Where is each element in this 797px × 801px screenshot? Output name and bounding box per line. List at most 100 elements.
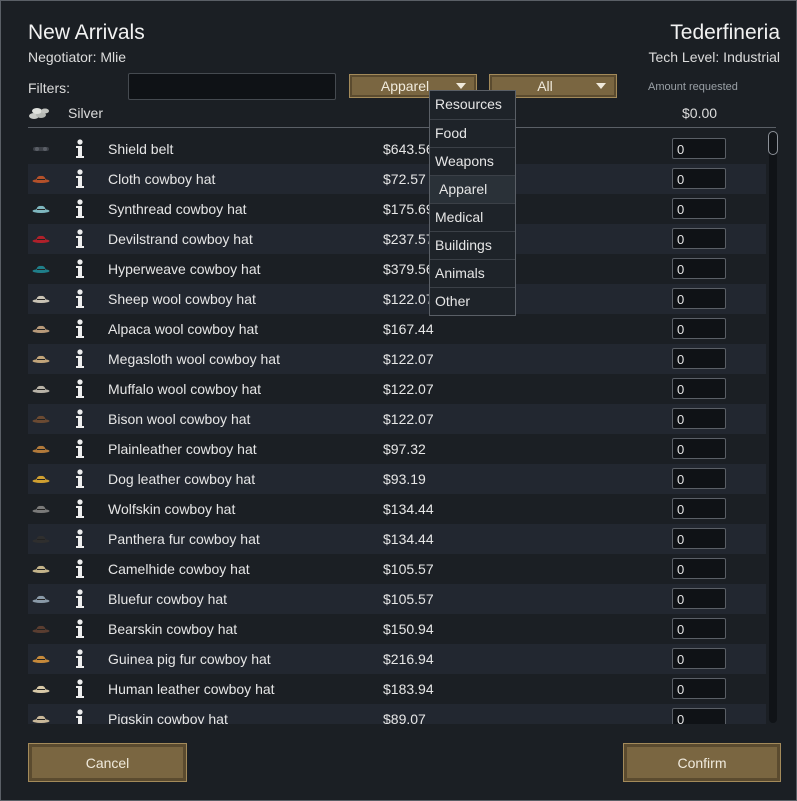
subcategory-dropdown[interactable]: All <box>489 74 617 98</box>
menu-item-animals[interactable]: Animals <box>430 259 515 287</box>
item-row[interactable]: Dog leather cowboy hat $93.19 0 <box>28 464 766 494</box>
category-menu: Resources Food Weapons Apparel Medical Buildi… <box>429 90 516 316</box>
quantity-input[interactable]: 0 <box>672 228 726 249</box>
chevron-down-icon <box>456 83 466 89</box>
quantity-input[interactable]: 0 <box>672 138 726 159</box>
info-icon[interactable] <box>73 139 87 159</box>
item-row[interactable]: Camelhide cowboy hat $105.57 0 <box>28 554 766 584</box>
item-name: Muffalo wool cowboy hat <box>108 381 262 397</box>
item-name: Human leather cowboy hat <box>108 681 275 697</box>
info-icon[interactable] <box>73 559 87 579</box>
item-row[interactable]: Pigskin cowboy hat $89.07 0 <box>28 704 766 724</box>
quantity-input[interactable]: 0 <box>672 468 726 489</box>
quantity-input[interactable]: 0 <box>672 528 726 549</box>
quantity-input[interactable]: 0 <box>672 258 726 279</box>
quantity-input[interactable]: 0 <box>672 708 726 724</box>
item-name: Camelhide cowboy hat <box>108 561 250 577</box>
scrollbar-track[interactable] <box>769 131 777 723</box>
item-row[interactable]: Sheep wool cowboy hat $122.07 0 <box>28 284 766 314</box>
item-price: $89.07 <box>383 711 426 724</box>
info-icon[interactable] <box>73 289 87 309</box>
info-icon[interactable] <box>73 529 87 549</box>
item-name: Plainleather cowboy hat <box>108 441 257 457</box>
info-icon[interactable] <box>73 259 87 279</box>
item-name: Panthera fur cowboy hat <box>108 531 260 547</box>
info-icon[interactable] <box>73 499 87 519</box>
confirm-button[interactable]: Confirm <box>623 743 781 782</box>
item-row[interactable]: Hyperweave cowboy hat $379.56 0 <box>28 254 766 284</box>
info-icon[interactable] <box>73 319 87 339</box>
quantity-input[interactable]: 0 <box>672 618 726 639</box>
item-row[interactable]: Shield belt $643.56 0 <box>28 134 766 164</box>
info-icon[interactable] <box>73 469 87 489</box>
item-row[interactable]: Wolfskin cowboy hat $134.44 0 <box>28 494 766 524</box>
category-dropdown[interactable]: Apparel <box>349 74 477 98</box>
menu-item-resources[interactable]: Resources <box>435 96 502 112</box>
quantity-input[interactable]: 0 <box>672 318 726 339</box>
menu-item-medical[interactable]: Medical <box>430 203 515 231</box>
item-price: $167.44 <box>383 321 434 337</box>
cowboy-hat-icon <box>32 565 50 573</box>
quantity-input[interactable]: 0 <box>672 378 726 399</box>
item-name: Devilstrand cowboy hat <box>108 231 253 247</box>
menu-item-other[interactable]: Other <box>430 287 515 315</box>
info-icon[interactable] <box>73 379 87 399</box>
quantity-input[interactable]: 0 <box>672 348 726 369</box>
quantity-input[interactable]: 0 <box>672 198 726 219</box>
info-icon[interactable] <box>73 439 87 459</box>
info-icon[interactable] <box>73 649 87 669</box>
filter-search-input[interactable] <box>128 73 336 100</box>
cowboy-hat-icon <box>32 445 50 453</box>
quantity-input[interactable]: 0 <box>672 498 726 519</box>
info-icon[interactable] <box>73 199 87 219</box>
quantity-input[interactable]: 0 <box>672 438 726 459</box>
scrollbar-thumb[interactable] <box>768 131 778 155</box>
cancel-button[interactable]: Cancel <box>28 743 187 782</box>
item-row[interactable]: Bison wool cowboy hat $122.07 0 <box>28 404 766 434</box>
item-name: Synthread cowboy hat <box>108 201 247 217</box>
quantity-input[interactable]: 0 <box>672 408 726 429</box>
quantity-input[interactable]: 0 <box>672 288 726 309</box>
item-row[interactable]: Devilstrand cowboy hat $237.57 0 <box>28 224 766 254</box>
item-row[interactable]: Guinea pig fur cowboy hat $216.94 0 <box>28 644 766 674</box>
quantity-input[interactable]: 0 <box>672 168 726 189</box>
info-icon[interactable] <box>73 709 87 724</box>
item-name: Bluefur cowboy hat <box>108 591 228 607</box>
info-icon[interactable] <box>73 589 87 609</box>
quantity-input[interactable]: 0 <box>672 678 726 699</box>
quantity-input[interactable]: 0 <box>672 648 726 669</box>
item-price: $150.94 <box>383 621 434 637</box>
item-row[interactable]: Megasloth wool cowboy hat $122.07 0 <box>28 344 766 374</box>
item-row[interactable]: Alpaca wool cowboy hat $167.44 0 <box>28 314 766 344</box>
item-row[interactable]: Synthread cowboy hat $175.69 0 <box>28 194 766 224</box>
cowboy-hat-icon <box>32 595 50 603</box>
item-price: $134.44 <box>383 501 434 517</box>
info-icon[interactable] <box>73 679 87 699</box>
menu-item-food[interactable]: Food <box>430 119 515 147</box>
cowboy-hat-icon <box>32 205 50 213</box>
menu-item-buildings[interactable]: Buildings <box>430 231 515 259</box>
info-icon[interactable] <box>73 349 87 369</box>
info-icon[interactable] <box>73 169 87 189</box>
item-row[interactable]: Cloth cowboy hat $72.57 0 <box>28 164 766 194</box>
info-icon[interactable] <box>73 229 87 249</box>
item-row[interactable]: Plainleather cowboy hat $97.32 0 <box>28 434 766 464</box>
item-row[interactable]: Muffalo wool cowboy hat $122.07 0 <box>28 374 766 404</box>
cowboy-hat-icon <box>32 295 50 303</box>
header-divider <box>28 127 776 128</box>
item-row[interactable]: Panthera fur cowboy hat $134.44 0 <box>28 524 766 554</box>
info-icon[interactable] <box>73 619 87 639</box>
item-name: Sheep wool cowboy hat <box>108 291 256 307</box>
quantity-input[interactable]: 0 <box>672 588 726 609</box>
menu-item-weapons[interactable]: Weapons <box>430 147 515 175</box>
item-row[interactable]: Bluefur cowboy hat $105.57 0 <box>28 584 766 614</box>
item-price: $237.57 <box>383 231 434 247</box>
cowboy-hat-icon <box>32 625 50 633</box>
menu-item-apparel[interactable]: Apparel <box>430 175 515 203</box>
info-icon[interactable] <box>73 409 87 429</box>
quantity-input[interactable]: 0 <box>672 558 726 579</box>
item-row[interactable]: Human leather cowboy hat $183.94 0 <box>28 674 766 704</box>
item-row[interactable]: Bearskin cowboy hat $150.94 0 <box>28 614 766 644</box>
item-name: Bearskin cowboy hat <box>108 621 238 637</box>
cowboy-hat-icon <box>32 355 50 363</box>
